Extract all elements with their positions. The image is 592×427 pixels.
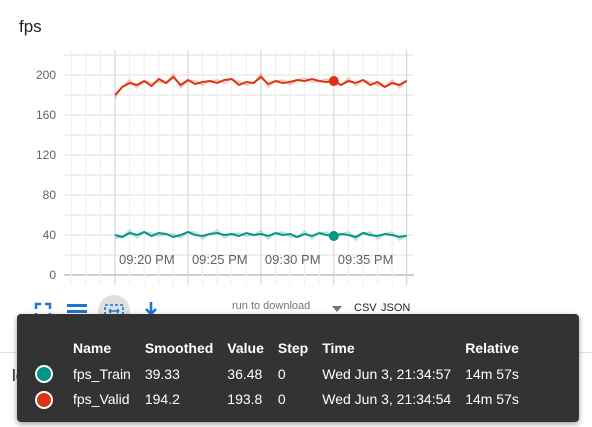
tooltip-cell-value: 36.48 [227,366,263,383]
tooltip-cell-step: 0 [277,391,286,408]
y-tick-label: 0 [49,268,56,282]
tooltip-header-smoothed: Smoothed [144,340,214,356]
tooltip-header-step: Step [277,340,309,356]
hover-tooltip: Name Smoothed Value Step Time Relative f… [17,314,579,422]
tooltip-row: fps_Valid 194.2 193.8 0 Wed Jun 3, 21:34… [35,387,533,412]
tooltip-header-swatch [35,336,73,362]
tooltip-cell-step: 0 [277,366,286,383]
series-swatch [35,387,73,412]
y-tick-label: 200 [36,68,56,82]
color-swatch-train [35,365,53,384]
hover-point [328,231,339,241]
tooltip-cell-time: Wed Jun 3, 21:34:57 [322,366,452,383]
tooltip-cell-relative: 14m 57s [465,391,519,408]
y-tick-label: 80 [43,188,57,202]
color-swatch-valid [35,390,53,409]
tooltip-cell-value: 193.8 [227,391,263,408]
tooltip-cell-name: fps_Train [73,366,131,383]
tooltip-header-value: Value [227,340,264,356]
tooltip-header-row: Name Smoothed Value Step Time Relative [35,336,533,362]
y-tick-label: 160 [36,108,56,122]
y-axis-ticks: 0 40 80 120 160 200 [36,68,56,282]
card-title: fps [19,17,42,36]
tooltip-header-relative: Relative [465,340,519,356]
x-tick-label: 09:35 PM [338,252,394,267]
chart-series [114,72,408,242]
series-line [114,75,408,96]
series-line [114,230,407,239]
fullscreen-icon[interactable] [26,296,60,326]
x-axis-ticks: 09:20 PM 09:25 PM 09:30 PM 09:35 PM [119,252,393,267]
x-tick-label: 09:25 PM [192,252,248,267]
tooltip-table: Name Smoothed Value Step Time Relative f… [35,336,533,413]
tooltip-cell-smoothed: 39.33 [144,366,180,383]
tooltip-row: fps_Train 39.33 36.48 0 Wed Jun 3, 21:34… [35,362,533,387]
chevron-down-icon[interactable] [332,306,342,312]
y-tick-label: 120 [36,148,56,162]
tooltip-header-time: Time [322,340,355,356]
x-tick-label: 09:20 PM [119,252,175,267]
csv-link[interactable]: CSV [354,302,377,314]
hover-point [328,76,339,86]
tooltip-cell-time: Wed Jun 3, 21:34:54 [322,391,452,408]
series-swatch [35,362,73,387]
tooltip-header-name: Name [73,340,112,356]
hover-points [328,76,339,241]
y-tick-label: 40 [43,228,57,242]
x-tick-label: 09:30 PM [265,252,321,267]
tooltip-cell-smoothed: 194.2 [144,391,180,408]
tooltip-cell-relative: 14m 57s [465,366,519,383]
json-link[interactable]: JSON [381,302,411,314]
tooltip-cell-name: fps_Valid [73,391,130,408]
chart-grid [64,50,414,285]
